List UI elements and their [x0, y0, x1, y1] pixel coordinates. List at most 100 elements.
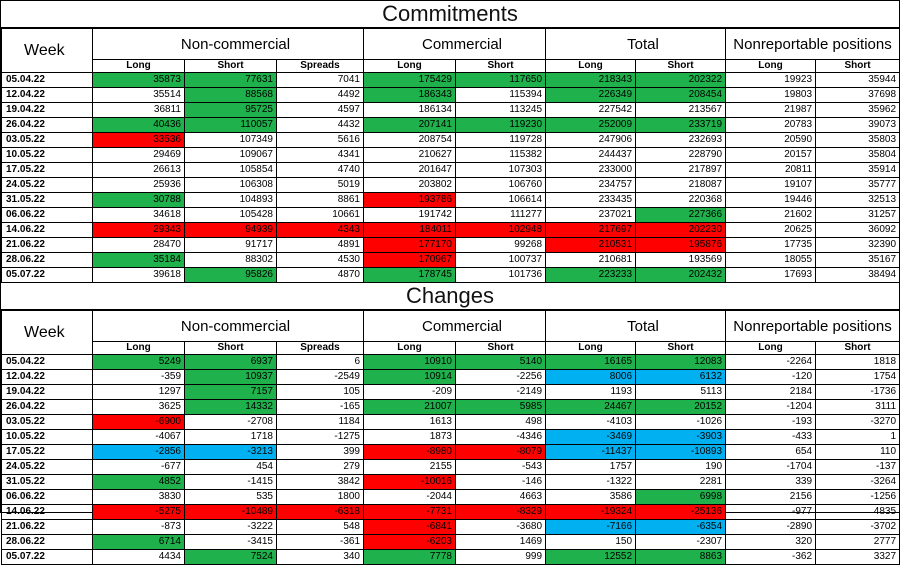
value-cell: 535 — [184, 489, 277, 505]
value-cell: 104893 — [184, 192, 277, 208]
value-cell: 339 — [725, 474, 817, 490]
value-cell: -7731 — [363, 504, 456, 520]
value-cell: -5275 — [92, 504, 185, 520]
value-cell: -193 — [725, 414, 817, 430]
week-cell: 14.06.22 — [1, 222, 93, 238]
value-cell: -6318 — [276, 504, 364, 520]
value-cell: -11437 — [545, 444, 637, 460]
value-cell: 16165 — [545, 354, 637, 370]
value-cell: -873 — [92, 519, 185, 535]
value-cell: 208454 — [635, 87, 727, 103]
value-cell: 223233 — [545, 267, 637, 283]
value-cell: 102948 — [454, 222, 547, 238]
value-cell: 233000 — [545, 162, 637, 178]
week-header: Week — [1, 28, 93, 73]
table-row: 24.05.22 -677 454 279 2155 -543 1757 190 -1704 -1… — [1, 459, 900, 475]
value-cell: 2281 — [635, 474, 727, 490]
value-cell: -361 — [276, 534, 364, 550]
value-cell: 119728 — [454, 132, 547, 148]
value-cell: 233719 — [635, 117, 727, 133]
week-cell: 05.07.22 — [1, 549, 93, 565]
value-cell: -2856 — [92, 444, 185, 460]
subheader-short: Short — [184, 341, 277, 355]
table-row: 10.05.22 -4067 1718 -1275 1873 -4346 -3469 -390… — [1, 429, 900, 445]
value-cell: 3111 — [815, 399, 900, 415]
value-cell: -3903 — [635, 429, 727, 445]
value-cell: 7157 — [184, 384, 277, 400]
value-cell: -3213 — [184, 444, 277, 460]
commercial-header: Commercial — [362, 28, 547, 60]
value-cell: -25136 — [635, 504, 727, 520]
value-cell: 3842 — [276, 474, 364, 490]
value-cell: 4492 — [276, 87, 364, 103]
value-cell: -10016 — [363, 474, 456, 490]
value-cell: 8006 — [545, 369, 637, 385]
value-cell: 4434 — [92, 549, 185, 565]
changes-table: Week Non-commercial Commercial Total Non… — [1, 310, 900, 565]
table-row: 03.05.22 -6900 -2708 1184 1613 498 -4103 -1026-… — [1, 414, 900, 430]
value-cell: 106614 — [454, 192, 547, 208]
value-cell: 115382 — [454, 147, 547, 163]
value-cell: 35777 — [815, 177, 900, 193]
value-cell: -8980 — [363, 444, 456, 460]
value-cell: 191742 — [363, 207, 456, 223]
value-cell: 19803 — [725, 87, 817, 103]
value-cell: 399 — [276, 444, 364, 460]
value-cell: 115394 — [454, 87, 547, 103]
value-cell: -19324 — [545, 504, 637, 520]
value-cell: 4740 — [276, 162, 364, 178]
value-cell: -209 — [363, 384, 456, 400]
value-cell: 5019 — [276, 177, 364, 193]
table-row: 17.05.22 26613 105854 4740 201647 107303 23300… — [1, 162, 900, 178]
value-cell: 5113 — [635, 384, 727, 400]
value-cell: 202322 — [635, 72, 727, 88]
value-cell: -2549 — [276, 369, 364, 385]
week-cell: 03.05.22 — [1, 414, 93, 430]
value-cell: -165 — [276, 399, 364, 415]
week-cell: 10.05.22 — [1, 147, 93, 163]
value-cell: 34618 — [92, 207, 185, 223]
value-cell: 6714 — [92, 534, 185, 550]
week-cell: 17.05.22 — [1, 162, 93, 178]
subheader-short: Short — [815, 59, 900, 73]
value-cell: 106308 — [184, 177, 277, 193]
value-cell: -1026 — [635, 414, 727, 430]
value-cell: 5985 — [454, 399, 547, 415]
week-cell: 12.04.22 — [1, 369, 93, 385]
value-cell: 14332 — [184, 399, 277, 415]
subheader-short: Short — [635, 341, 727, 355]
value-cell: 10910 — [363, 354, 456, 370]
value-cell: 35803 — [815, 132, 900, 148]
week-cell: 19.04.22 — [1, 384, 93, 400]
value-cell: 1613 — [363, 414, 456, 430]
value-cell: 77631 — [184, 72, 277, 88]
value-cell: -2307 — [635, 534, 727, 550]
value-cell: 31257 — [815, 207, 900, 223]
value-cell: -4103 — [545, 414, 637, 430]
value-cell: 8861 — [276, 192, 364, 208]
value-cell: -6203 — [363, 534, 456, 550]
week-cell: 28.06.22 — [1, 252, 93, 268]
value-cell: 32390 — [815, 237, 900, 253]
value-cell: -2044 — [363, 489, 456, 505]
value-cell: 1 — [815, 429, 900, 445]
value-cell: 210531 — [545, 237, 637, 253]
value-cell: 1718 — [184, 429, 277, 445]
value-cell: 17693 — [725, 267, 817, 283]
value-cell: 1193 — [545, 384, 637, 400]
value-cell: 234757 — [545, 177, 637, 193]
value-cell: -8079 — [454, 444, 547, 460]
value-cell: 186343 — [363, 87, 456, 103]
value-cell: 1818 — [815, 354, 900, 370]
value-cell: 4597 — [276, 102, 364, 118]
value-cell: -2149 — [454, 384, 547, 400]
value-cell: 5140 — [454, 354, 547, 370]
value-cell: 237021 — [545, 207, 637, 223]
value-cell: 7524 — [184, 549, 277, 565]
value-cell: -10489 — [184, 504, 277, 520]
value-cell: -1736 — [815, 384, 900, 400]
week-cell: 24.05.22 — [1, 177, 93, 193]
subheader-long: Long — [725, 341, 817, 355]
value-cell: 19107 — [725, 177, 817, 193]
value-cell: 8863 — [635, 549, 727, 565]
